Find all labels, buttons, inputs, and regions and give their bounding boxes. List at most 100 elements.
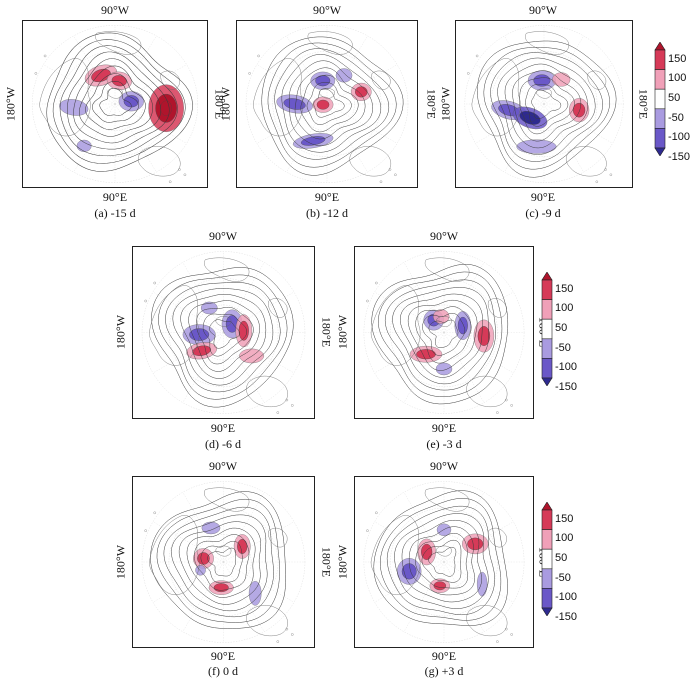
colorbar-tick-label: -150 bbox=[555, 610, 578, 623]
label-90w: 90°W bbox=[429, 459, 459, 473]
negative-anomaly-region bbox=[435, 362, 453, 376]
geopotential-contour bbox=[261, 36, 404, 176]
geopotential-contour bbox=[156, 498, 280, 623]
colorbar-segment bbox=[541, 338, 553, 359]
colorbar-tick-label: 100 bbox=[555, 302, 574, 315]
geopotential-contour bbox=[408, 526, 475, 596]
colorbar-bottom: 150 100 50 -50 -100 -150 bbox=[539, 502, 589, 632]
geopotential-contour bbox=[504, 63, 588, 149]
label-180w: 180°W bbox=[113, 314, 128, 350]
coastline bbox=[149, 285, 200, 366]
coastline bbox=[252, 58, 304, 137]
geopotential-contour bbox=[186, 527, 256, 598]
colorbar-segment bbox=[654, 88, 666, 110]
coastline bbox=[160, 70, 180, 90]
coastline bbox=[566, 146, 607, 177]
negative-anomaly-region bbox=[476, 571, 488, 597]
geopotential-contour bbox=[428, 319, 459, 348]
label-90w: 90°W bbox=[208, 229, 238, 243]
panel-caption: (g) +3 d bbox=[424, 664, 464, 678]
panel-caption: (d) -6 d bbox=[205, 437, 241, 451]
colorbar-segment bbox=[541, 509, 553, 530]
colorbar-tick-label: 50 bbox=[555, 552, 568, 564]
polar-map-d bbox=[141, 251, 306, 414]
label-180e: 180°E bbox=[319, 316, 334, 348]
coastline bbox=[246, 605, 288, 637]
polar-map-b bbox=[245, 25, 409, 183]
geopotential-contour bbox=[306, 82, 352, 125]
colorbar-tick-label: 150 bbox=[555, 512, 574, 525]
geopotential-contour bbox=[274, 48, 390, 160]
label-180w: 180°W bbox=[218, 86, 233, 122]
coastline bbox=[307, 31, 353, 55]
label-90w: 90°W bbox=[208, 459, 238, 473]
colorbar-tick-label: -50 bbox=[555, 341, 571, 354]
label-90e: 90°E bbox=[431, 649, 457, 663]
geopotential-contour bbox=[288, 60, 373, 146]
geopotential-contour bbox=[207, 547, 236, 577]
negative-anomaly-region bbox=[335, 68, 353, 83]
label-90w: 90°W bbox=[100, 3, 130, 17]
colorbar-tick-label: 100 bbox=[668, 72, 687, 85]
panel-caption: (f) 0 d bbox=[208, 664, 238, 678]
geopotential-contour bbox=[386, 505, 495, 616]
negative-anomaly-region bbox=[76, 139, 92, 152]
colorbar-top: 150 100 50 -50 -100 -150 bbox=[652, 42, 698, 172]
negative-anomaly-region bbox=[200, 301, 218, 315]
geopotential-contour bbox=[188, 300, 260, 372]
label-180w: 180°W bbox=[438, 86, 453, 122]
coastline bbox=[106, 88, 123, 99]
label-90e: 90°E bbox=[431, 421, 457, 435]
map-frame-g bbox=[354, 476, 534, 648]
geopotential-contour bbox=[73, 58, 162, 144]
geopotential-contour bbox=[52, 39, 186, 164]
coastline bbox=[466, 605, 508, 637]
colorbar-max-arrow bbox=[654, 42, 666, 51]
coastline bbox=[149, 515, 200, 595]
label-180w: 180°W bbox=[3, 86, 18, 122]
colorbar-tick-label: 150 bbox=[555, 282, 574, 295]
geopotential-contour bbox=[151, 267, 294, 408]
geopotential-contour bbox=[519, 77, 575, 135]
panel-caption: (c) -9 d bbox=[525, 206, 561, 220]
geopotential-contour bbox=[512, 70, 582, 142]
colorbar-tick-label: -50 bbox=[668, 111, 684, 124]
coastline bbox=[536, 88, 552, 99]
polar-map-g bbox=[363, 481, 525, 643]
polar-map-c bbox=[464, 25, 624, 183]
coastline bbox=[215, 545, 232, 557]
colorbar-tick-label: -150 bbox=[668, 150, 691, 163]
geopotential-contour bbox=[415, 306, 472, 364]
colorbar-tick-label: -100 bbox=[668, 131, 691, 144]
label-90e: 90°E bbox=[102, 190, 128, 204]
coastline bbox=[370, 285, 421, 366]
coastline bbox=[525, 31, 570, 55]
geopotential-contour bbox=[531, 89, 562, 120]
colorbar-segment bbox=[654, 49, 666, 70]
label-180w: 180°W bbox=[335, 544, 350, 580]
coastline bbox=[587, 70, 607, 90]
colorbar-scale bbox=[654, 42, 666, 156]
polar-map-a bbox=[32, 25, 198, 183]
map-frame-e bbox=[354, 246, 534, 419]
label-180w: 180°W bbox=[113, 544, 128, 580]
label-180w: 180°W bbox=[335, 314, 350, 350]
label-90e: 90°E bbox=[314, 190, 340, 204]
coastline bbox=[319, 88, 335, 99]
colorbar-segment bbox=[541, 588, 553, 609]
geopotential-contour bbox=[422, 312, 466, 356]
geopotential-contour bbox=[165, 282, 281, 393]
geopotential-contour bbox=[59, 45, 178, 157]
label-90e: 90°E bbox=[210, 421, 236, 435]
coastline bbox=[424, 487, 470, 512]
geopotential-contour bbox=[171, 514, 268, 612]
geopotential-contour bbox=[158, 274, 288, 400]
geopotential-contour bbox=[66, 51, 170, 150]
colorbar-segment bbox=[654, 69, 666, 90]
label-180e: 180°E bbox=[636, 88, 651, 120]
coastline bbox=[370, 515, 421, 595]
geopotential-contour bbox=[477, 40, 617, 178]
label-90e: 90°E bbox=[210, 649, 236, 663]
geopotential-contour bbox=[163, 506, 274, 618]
colorbar-tick-label: -150 bbox=[555, 380, 578, 393]
